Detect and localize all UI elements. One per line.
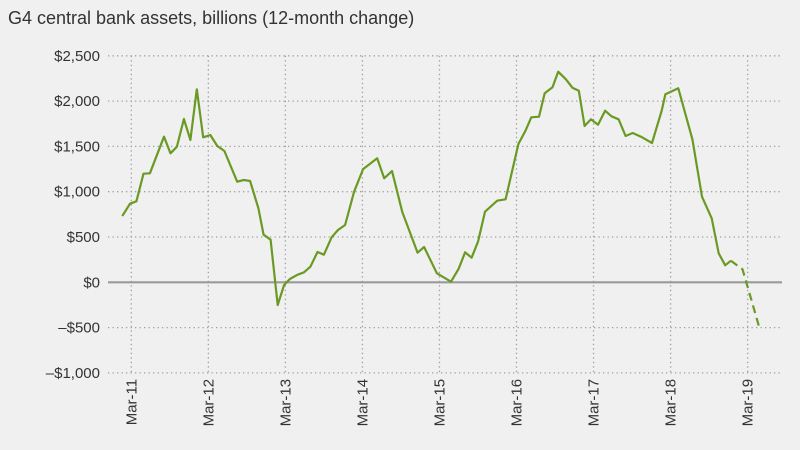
x-tick-label: Mar-12 — [200, 379, 217, 427]
y-tick-label: $2,500 — [54, 48, 100, 65]
y-tick-label: $2,000 — [54, 93, 100, 110]
y-tick-label: –$1,000 — [46, 365, 100, 382]
series-lines — [121, 70, 761, 330]
y-tick-label: $1,000 — [54, 184, 100, 201]
y-axis-ticks: $2,500 $2,000 $1,500 $1,000 $500 $0 –$500 –$1,0… — [46, 48, 100, 382]
y-tick-label: $500 — [67, 229, 100, 246]
series-line-actual — [121, 70, 732, 307]
y-tick-label: $0 — [83, 274, 100, 291]
x-tick-label: Mar-13 — [277, 379, 294, 427]
x-tick-label: Mar-17 — [586, 379, 603, 427]
y-tick-label: $1,500 — [54, 138, 100, 155]
chart-title: G4 central bank assets, billions (12-mon… — [8, 8, 415, 28]
x-tick-label: Mar-18 — [663, 379, 680, 427]
x-tick-label: Mar-16 — [509, 379, 526, 427]
x-tick-label: Mar-19 — [740, 379, 757, 427]
gridlines — [108, 55, 782, 375]
y-tick-label: –$500 — [58, 320, 100, 337]
x-tick-label: Mar-11 — [123, 379, 140, 425]
x-axis-ticks: Mar-11 Mar-12 Mar-13 Mar-14 Mar-15 Mar-16 Mar-… — [123, 379, 756, 427]
series-line-projected — [730, 259, 761, 330]
x-tick-label: Mar-15 — [431, 379, 448, 427]
x-tick-label: Mar-14 — [354, 379, 371, 427]
